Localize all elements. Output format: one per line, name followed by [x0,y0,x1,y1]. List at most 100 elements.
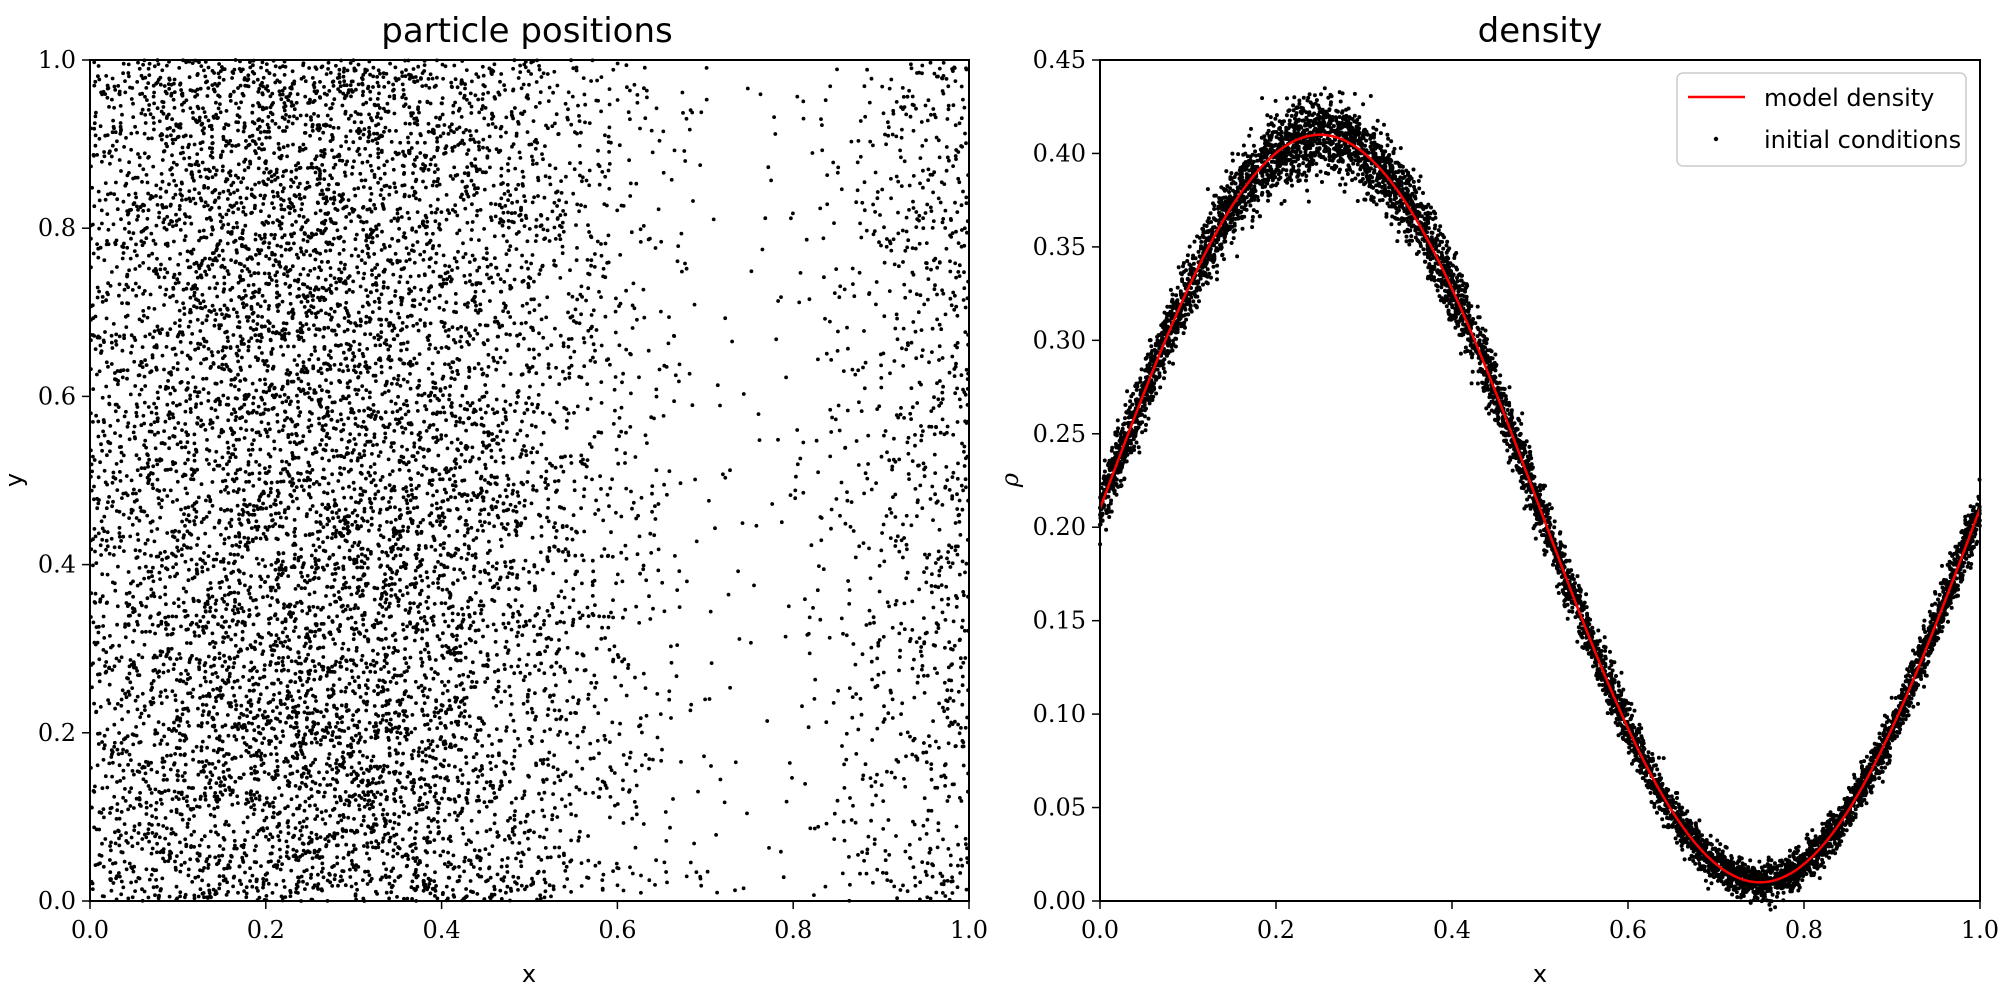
particle-point [245,319,250,323]
particle-point [167,727,171,732]
particle-point [268,427,272,432]
particle-point [126,709,131,714]
particle-point [350,522,355,527]
particle-point [323,277,328,282]
particle-point [298,181,302,186]
particle-point [211,165,216,170]
particle-point [114,238,119,243]
particle-point [261,727,265,731]
particle-point [203,256,207,261]
particle-point [342,802,347,807]
particle-point [151,238,156,243]
particle-point [202,68,206,73]
particle-point [328,124,332,128]
particle-point [318,442,323,447]
particle-point [195,467,200,472]
particle-point [274,882,279,887]
particle-point [294,194,298,199]
particle-point [213,381,218,386]
particle-point [109,154,114,159]
particle-point [237,775,242,780]
particle-point [197,661,202,665]
particle-point [226,222,231,227]
particle-point [186,873,191,878]
particle-point [127,752,132,757]
particle-point [319,870,324,874]
particle-point [283,281,288,286]
particle-point [213,641,218,645]
particle-point [108,870,113,875]
particle-point [351,279,356,284]
particle-point [197,805,202,809]
particle-point [283,639,287,644]
particle-point [115,808,120,813]
particle-point [278,830,283,834]
particle-point [209,350,214,354]
particle-point [91,387,96,391]
particle-point [345,773,350,777]
particle-point [346,198,351,203]
particle-point [161,149,166,154]
particle-point [314,154,319,159]
particle-point [189,221,194,226]
particle-point [246,750,251,755]
particle-point [238,379,243,383]
particle-point [328,764,332,768]
particle-point [254,844,258,848]
particle-point [308,478,313,482]
particle-point [267,329,271,333]
particle-point [226,665,231,670]
particle-point [290,771,295,776]
particle-point [239,262,243,266]
particle-point [243,725,248,730]
particle-point [338,597,343,602]
particle-point [256,724,261,729]
particle-point [265,84,270,88]
particle-point [165,63,169,68]
particle-point [191,786,196,790]
particle-point [314,450,319,454]
particle-point [292,107,297,112]
particle-point [253,289,258,294]
particle-point [300,780,304,785]
particle-point [270,844,275,849]
particle-point [102,815,106,820]
particle-point [145,513,150,518]
particle-point [133,436,138,441]
particle-point [159,887,163,891]
particle-point [150,574,155,579]
particle-point [259,209,263,214]
particle-point [236,359,241,364]
particle-point [160,802,164,806]
particle-point [273,273,278,278]
particle-point [185,529,190,534]
particle-point [279,244,283,249]
particle-point [115,622,119,627]
particle-point [198,619,203,624]
particle-point [143,113,148,117]
particle-point [160,498,164,503]
particle-point [210,134,214,139]
particle-point [271,324,276,329]
particle-point [255,527,260,532]
particle-point [253,639,258,644]
particle-point [213,459,218,463]
particle-point [299,586,304,590]
particle-point [140,887,144,892]
particle-point [255,754,260,758]
particle-point [295,393,299,398]
particle-point [347,147,351,151]
particle-point [283,566,288,570]
particle-point [326,187,331,192]
particle-point [197,266,202,271]
particle-point [145,596,150,601]
particle-point [145,461,150,466]
particle-point [196,723,201,728]
particle-point [234,707,238,712]
particle-point [343,607,348,612]
particle-point [217,94,222,99]
particle-point [322,490,326,495]
particle-point [294,175,298,180]
particle-point [254,877,259,882]
particle-point [220,312,224,317]
